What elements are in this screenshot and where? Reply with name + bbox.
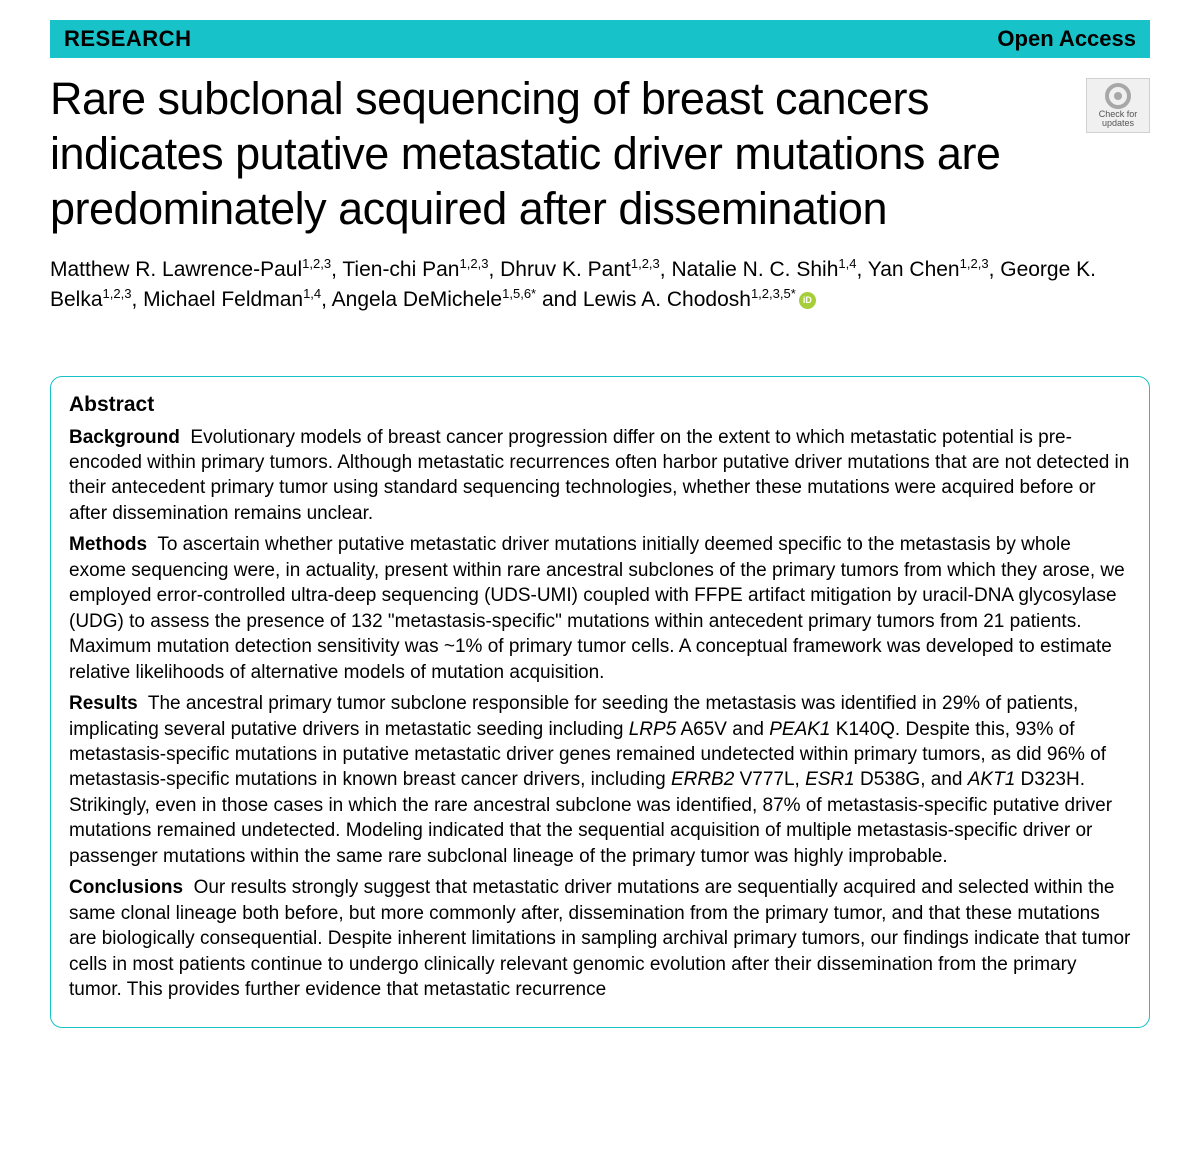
abstract-section: Conclusions Our results strongly suggest… — [69, 875, 1131, 1002]
abstract-heading: Abstract — [69, 393, 1131, 417]
section-tag: RESEARCH — [64, 26, 191, 52]
check-for-updates-badge[interactable]: Check for updates — [1086, 78, 1150, 133]
crossmark-icon — [1105, 83, 1131, 109]
abstract-section: Results The ancestral primary tumor subc… — [69, 691, 1131, 869]
abstract-box: Abstract Background Evolutionary models … — [50, 376, 1150, 1028]
open-access-label: Open Access — [997, 26, 1136, 52]
abstract-section: Background Evolutionary models of breast… — [69, 425, 1131, 527]
article-title: Rare subclonal sequencing of breast canc… — [50, 72, 1074, 237]
author-list: Matthew R. Lawrence-Paul1,2,3, Tien-chi … — [50, 255, 1150, 316]
article-header-bar: RESEARCH Open Access — [50, 20, 1150, 58]
check-updates-text: Check for updates — [1089, 110, 1147, 129]
title-row: Rare subclonal sequencing of breast canc… — [50, 72, 1150, 237]
abstract-section: Methods To ascertain whether putative me… — [69, 532, 1131, 685]
orcid-icon[interactable] — [799, 292, 816, 309]
